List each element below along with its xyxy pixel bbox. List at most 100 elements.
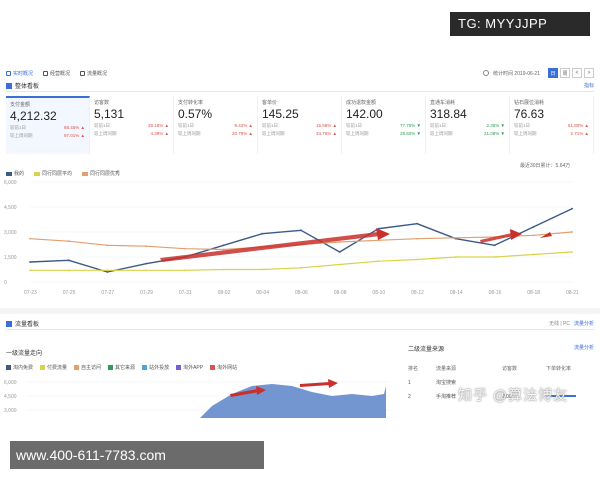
x-tick-label: 08-06 [295, 290, 308, 296]
kpi-value: 318.84 [430, 107, 467, 121]
data-point [338, 251, 341, 253]
realtime-icon [6, 70, 11, 76]
pct-value: 88.45% [64, 125, 80, 130]
indicator-link[interactable]: 指标 [583, 83, 594, 89]
compare-label: 较上周同期 [10, 133, 33, 138]
kpi-card[interactable]: 成功退款金额 142.00 较前1日 77.75% ▼ 较上周同期 28.60% ▼ [342, 96, 426, 154]
legend-label: 淘内免费 [13, 365, 34, 371]
prev-button[interactable]: < [572, 68, 582, 78]
x-tick-label: 08-18 [527, 290, 540, 296]
traffic-area-svg: 6,000 4,500 3,000 [4, 379, 390, 418]
kpi-card[interactable]: 客单价 145.25 较前1日 15.58% ▲ 较上周同期 34.76% ▲ [258, 96, 342, 154]
data-point [106, 244, 109, 247]
data-point [183, 247, 186, 250]
watermark-bottom: www.400-611-7783.com [10, 441, 264, 469]
next-button[interactable]: > [584, 68, 594, 78]
kpi-compare-week: 较上周同期 97.01% ▲ [10, 133, 85, 139]
x-tick-label: 07-25 [63, 290, 76, 296]
pct-value: 2.71% [570, 131, 584, 136]
data-point [106, 271, 109, 273]
kpi-card[interactable]: 支付转化率 0.57% 较前1日 9.42% ▲ 较上周同期 20.79% ▲ [174, 96, 258, 154]
x-tick-label: 08-21 [566, 290, 579, 296]
pct-value: 34.76% [316, 131, 332, 136]
x-tick-label: 08-10 [372, 290, 385, 296]
legend-item[interactable]: 站外投放 [142, 364, 169, 371]
annotation-arrowhead [256, 386, 266, 395]
legend-item[interactable]: 淘外网站 [210, 364, 237, 371]
legend-swatch [210, 365, 216, 370]
col-rate: 下单转化率 [546, 366, 572, 372]
compare-pct: 28.60% ▼ [400, 131, 421, 136]
legend-item-avg[interactable]: 同行同层平均 [34, 170, 72, 177]
pct-value: 97.01% [64, 133, 80, 138]
data-point [338, 263, 341, 266]
compare-label: 较前1日 [262, 123, 279, 128]
tab-traffic[interactable]: 流量概况 [80, 70, 107, 77]
data-point [261, 232, 264, 235]
kpi-compare-day: 较前1日 9.42% ▲ [178, 123, 253, 129]
top-nav: 实时概况 经营概况 流量概况 统计时间 2019-06-21 日 周 < > [6, 66, 594, 80]
annotation-arrow [300, 382, 330, 387]
data-point [67, 269, 70, 272]
data-point [67, 240, 70, 243]
kpi-card[interactable]: 访客数 5,131 较前1日 28.18% ▲ 较上周同期 4.39% ▲ [90, 96, 174, 154]
data-point [454, 236, 457, 239]
data-point [29, 261, 31, 263]
legend-item[interactable]: 其它来源 [108, 364, 135, 371]
data-point [29, 269, 31, 272]
secondary-source-panel: 二级流量来源 流量分析 排名 流量来源 访客数 下单转化率 1 淘宝搜索 2 手… [408, 344, 594, 420]
kpi-compare-day: 较前1日 2.35% ▼ [430, 123, 505, 129]
data-point [493, 256, 496, 258]
device-switch[interactable]: 无线 | PC [548, 321, 570, 327]
tab-operation[interactable]: 经营概况 [43, 70, 70, 77]
table-row[interactable]: 2 手淘推荐 2,006 [408, 393, 594, 400]
data-point [532, 234, 535, 237]
data-point [571, 207, 573, 210]
kpi-card[interactable]: 支付金额 4,212.32 较前1日 88.45% ▲ 较上周同期 97.01% ▲ [6, 96, 90, 154]
x-tick-label: 07-23 [24, 290, 37, 296]
checkbox-icon [6, 82, 12, 89]
week-toggle[interactable]: 周 [560, 68, 570, 78]
legend-item[interactable]: 淘内免费 [6, 364, 33, 371]
pct-value: 51.80% [568, 123, 584, 128]
kpi-card[interactable]: 直通车消耗 318.84 较前1日 2.35% ▼ 较上周同期 21.08% ▼ [426, 96, 510, 154]
pct-value: 77.75% [400, 123, 416, 128]
compare-pct: 77.75% ▼ [400, 123, 421, 128]
kpi-card[interactable]: 钻石展位消耗 76.63 较前1日 51.80% ▲ 较上周同期 2.71% ▲ [510, 96, 594, 154]
compare-pct: 97.01% ▲ [64, 133, 85, 138]
data-point [145, 245, 148, 248]
compare-label: 较前1日 [430, 123, 447, 128]
legend-item-excellent[interactable]: 同行同层优秀 [82, 170, 120, 177]
data-point [300, 266, 302, 269]
kpi-label: 支付金额 [10, 102, 31, 108]
y-tick-label: 6,000 [4, 380, 17, 386]
table-row[interactable]: 1 淘宝搜索 [408, 379, 594, 387]
row-source: 手淘推荐 [436, 394, 457, 400]
legend-swatch [108, 365, 114, 370]
data-point [532, 226, 535, 228]
traffic-icon [6, 320, 12, 327]
traffic-area-chart: 6,000 4,500 3,000 [0, 372, 392, 418]
tab-realtime[interactable]: 实时概况 [6, 70, 33, 77]
compare-pct: 34.76% ▲ [316, 131, 337, 136]
legend-item-mine[interactable]: 我的 [6, 170, 24, 177]
operation-icon [43, 70, 49, 76]
legend-item[interactable]: 自主访问 [74, 364, 101, 371]
legend-item[interactable]: 付费流量 [40, 364, 67, 371]
watermark-top: TG: MYYJJPP [450, 12, 590, 36]
compare-label: 较前1日 [346, 123, 363, 128]
legend-item[interactable]: 淘外APP [176, 364, 203, 371]
data-point [454, 256, 457, 258]
traffic-analysis-link[interactable]: 流量分析 [573, 321, 594, 327]
row-rate-bar [546, 394, 594, 400]
data-point [222, 244, 225, 247]
section-title: 整体看板 [15, 84, 40, 90]
panel-link[interactable]: 流量分析 [573, 345, 594, 351]
pct-value: 4.39% [150, 131, 164, 136]
day-toggle[interactable]: 日 [548, 68, 558, 78]
kpi-value: 0.57% [178, 107, 213, 121]
traffic-section-header: 流量看板 无线 | PC 流量分析 [6, 318, 594, 330]
legend-swatch [40, 365, 46, 370]
annotation-arrow [480, 233, 513, 243]
data-point [338, 241, 341, 243]
